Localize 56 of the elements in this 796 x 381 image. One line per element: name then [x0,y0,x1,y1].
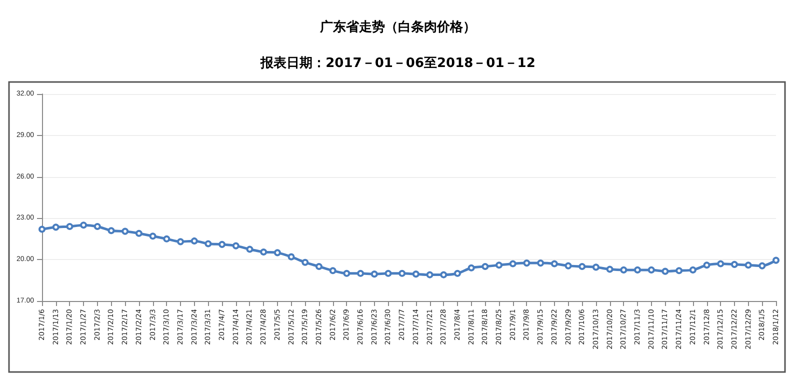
point [730,260,738,268]
point [426,271,434,278]
point [689,266,696,274]
point [370,270,378,278]
point [122,228,129,235]
point [163,235,170,242]
point [620,266,628,274]
point [606,266,614,273]
point [550,260,558,268]
point [509,260,516,268]
point [537,260,544,267]
point [94,222,101,230]
point [52,224,60,231]
point [232,242,240,250]
point [288,253,295,260]
point [648,266,655,274]
point [758,262,766,270]
point [204,240,212,248]
point [38,226,46,233]
point [468,264,475,272]
point [384,270,392,277]
chart-subtitle: 报表日期：2017－01－06至2018－01－12 [260,56,536,71]
point [744,262,752,269]
point [482,263,489,270]
point [190,237,198,244]
point [108,227,115,234]
point [676,267,683,274]
point [634,266,642,274]
point [135,230,142,237]
point [343,270,350,277]
point [703,262,710,269]
point [523,260,530,267]
point [176,238,184,246]
point [578,263,586,270]
point [662,268,669,275]
point [218,240,226,248]
point [246,246,254,253]
point [329,267,336,274]
point [564,262,572,270]
point [274,249,281,256]
point [454,270,461,277]
point [149,232,156,240]
point [496,262,503,269]
point [302,258,309,266]
point [440,271,448,278]
point [592,264,600,271]
chart-title: 广东省走势（白条肉价格） [319,19,476,35]
point [357,270,364,277]
point [315,263,322,270]
point [717,260,724,268]
point [398,270,406,277]
point [412,270,420,278]
point [772,256,780,264]
point [80,222,88,229]
point [66,222,74,230]
point [260,248,268,256]
